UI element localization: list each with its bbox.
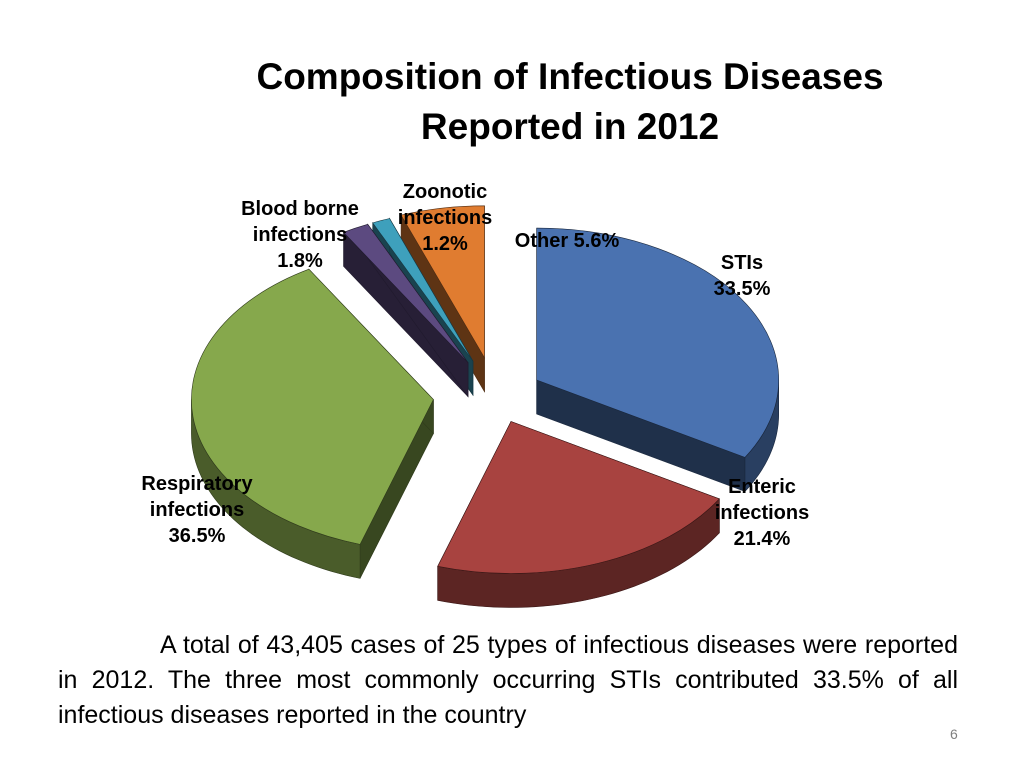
slice-label-line: Blood borne [241,198,359,220]
slice-label-line: Zoonotic [402,181,488,203]
pie-slice-stis [536,227,779,493]
pie-slice-blood-borne [342,223,469,398]
slice-label-line: infections [397,207,493,229]
summary-text: A total of 43,405 cases of 25 types of i… [58,631,958,729]
pie-slice-enteric [437,421,720,608]
slice-label-line: 21.4% [733,528,791,550]
slice-label-stis: STIs 33.5% [714,250,771,302]
title-line-2: Reported in 2012 [420,106,720,147]
slice-label-line: infections [714,502,810,524]
slice-label-line: Respiratory [141,473,253,495]
slice-label-line: STIs [720,252,764,274]
slice-label-line: 36.5% [168,525,226,547]
slice-label-blood-borne: Blood borne infections 1.8% [241,196,359,274]
title-line-1: Composition of Infectious Diseases [256,56,884,97]
slice-label-line: infections [252,224,348,246]
slide-title: Composition of Infectious Diseases Repor… [150,52,990,152]
slice-label-respiratory: Respiratory infections 36.5% [141,471,252,549]
slice-label-line: Enteric [728,476,796,498]
slice-label-enteric: Enteric infections 21.4% [715,474,809,552]
slice-label-line: infections [149,499,245,521]
slice-label-other: Other 5.6% [515,228,619,254]
page-number: 6 [950,726,958,742]
slice-label-line: 33.5% [713,278,771,300]
slice-label-line: Other 5.6% [514,230,620,252]
pie-slice-respiratory [191,268,434,579]
slice-label-line: 1.8% [277,250,323,272]
slice-label-zoonotic: Zoonotic infections 1.2% [398,179,492,257]
slice-label-line: 1.2% [422,233,468,255]
